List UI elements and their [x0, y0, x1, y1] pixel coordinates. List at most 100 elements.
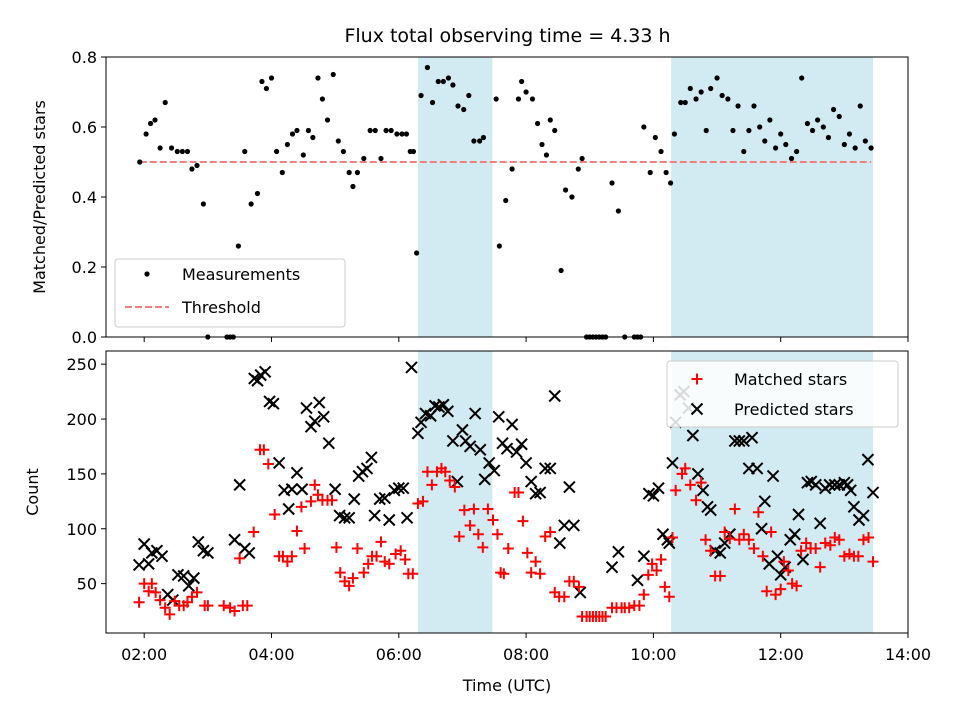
measurement-point: [335, 138, 341, 144]
measurement-point: [310, 134, 316, 141]
predicted-star-marker: [788, 528, 801, 541]
measurement-point: [424, 64, 431, 71]
matched-star-marker: [684, 479, 696, 491]
matched-star-marker: [623, 602, 635, 614]
measurement-point: [846, 131, 853, 137]
top-shaded-intervals: [417, 57, 873, 337]
predicted-star-marker: [166, 593, 180, 607]
matched-star-marker: [695, 477, 707, 489]
measurement-point: [235, 243, 241, 249]
bottom-x-ticks: 02:00 04:00 06:00 08:00 10:00 12:00 14:00: [121, 633, 931, 664]
matched-star-marker: [833, 534, 845, 546]
predicted-star-marker: [538, 462, 552, 475]
measurement-point: [254, 190, 261, 197]
legend-measurements-label: Measurements: [182, 265, 300, 284]
measurement-point: [289, 131, 296, 137]
x-axis-label: Time (UTC): [462, 676, 551, 695]
measurement-point: [515, 96, 522, 102]
matched-star-marker: [655, 553, 667, 565]
predicted-star-marker: [666, 456, 679, 470]
matched-star-marker: [814, 561, 826, 573]
measurement-point: [820, 124, 826, 130]
matched-star-marker: [464, 519, 476, 531]
predicted-star-marker: [612, 545, 625, 559]
matched-star-marker: [291, 525, 303, 537]
matched-star-marker: [700, 534, 712, 546]
predicted-star-marker: [405, 361, 418, 374]
measurement-point: [523, 89, 529, 95]
matched-star-marker: [202, 600, 214, 612]
measurement-point: [315, 75, 321, 81]
predicted-star-marker: [505, 418, 519, 431]
matched-star-marker: [458, 504, 470, 516]
predicted-star-marker: [295, 483, 309, 496]
measurement-point: [825, 134, 832, 141]
matched-star-marker: [642, 569, 654, 581]
measurement-point: [179, 148, 185, 155]
matched-star-marker: [477, 541, 489, 553]
matched-star-marker: [453, 530, 465, 542]
matched-star-marker: [810, 543, 822, 555]
measurement-point: [703, 127, 709, 134]
matched-star-marker: [679, 462, 691, 474]
matched-star-marker: [468, 503, 480, 515]
matched-star-marker: [449, 481, 461, 493]
measurement-point: [445, 75, 452, 81]
matched-star-marker: [558, 591, 570, 603]
predicted-star-marker: [414, 416, 428, 429]
bottom-y-tick-label: 50: [77, 575, 97, 594]
measurement-point: [273, 148, 280, 155]
bottom-legend: Matched stars Predicted stars: [666, 360, 899, 428]
measurement-point: [361, 155, 367, 162]
predicted-star-marker: [809, 478, 822, 492]
matched-star-marker: [738, 528, 750, 540]
matched-star-marker: [765, 526, 777, 538]
predicted-star-marker: [728, 434, 742, 448]
measurement-point: [480, 134, 487, 141]
predicted-star-marker: [515, 438, 528, 451]
matched-star-marker: [530, 556, 542, 568]
measurement-point: [762, 138, 768, 144]
measurement-point: [143, 131, 149, 137]
matched-star-marker: [299, 543, 311, 555]
predicted-star-marker: [563, 480, 576, 494]
legend-matched-marker: [691, 373, 703, 385]
measurement-point: [741, 148, 747, 155]
legend-threshold-label: Threshold: [181, 298, 261, 317]
measurement-point: [868, 145, 874, 151]
predicted-star-marker: [500, 442, 514, 455]
matched-star-marker: [269, 508, 281, 520]
measurement-point: [279, 169, 285, 176]
measurement-point: [569, 194, 575, 200]
matched-star-marker: [714, 570, 726, 582]
predicted-star-marker: [368, 509, 381, 522]
predicted-star-marker: [463, 440, 477, 453]
measurement-point: [263, 85, 269, 92]
matched-star-marker: [358, 567, 370, 579]
legend-predicted-label: Predicted stars: [734, 400, 854, 419]
measurement-point: [647, 169, 653, 176]
bottom-y-tick-label: 250: [66, 355, 97, 374]
matched-star-marker: [857, 534, 869, 546]
matched-star-marker: [502, 543, 514, 555]
matched-star-marker: [568, 575, 580, 587]
predicted-star-marker: [182, 579, 195, 593]
x-tick-label: 02:00: [121, 645, 167, 664]
predicted-star-marker: [492, 410, 505, 424]
predicted-star-marker: [441, 405, 455, 418]
measurement-point: [735, 103, 741, 109]
predicted-star-marker: [529, 487, 542, 500]
matched-star-marker: [775, 583, 787, 595]
predicted-stars-series: [132, 361, 880, 607]
top-y-tick-label: 0.2: [72, 258, 97, 277]
predicted-star-marker: [631, 574, 644, 587]
measurement-point: [435, 78, 441, 85]
matched-star-marker: [525, 567, 537, 579]
matched-star-marker: [159, 602, 171, 614]
matched-star-marker: [309, 479, 321, 491]
predicted-star-marker: [400, 511, 414, 524]
top-y-tick-label: 0.6: [72, 118, 97, 137]
measurement-point: [388, 127, 394, 134]
matched-star-marker: [407, 568, 419, 580]
matched-star-marker: [330, 541, 342, 553]
